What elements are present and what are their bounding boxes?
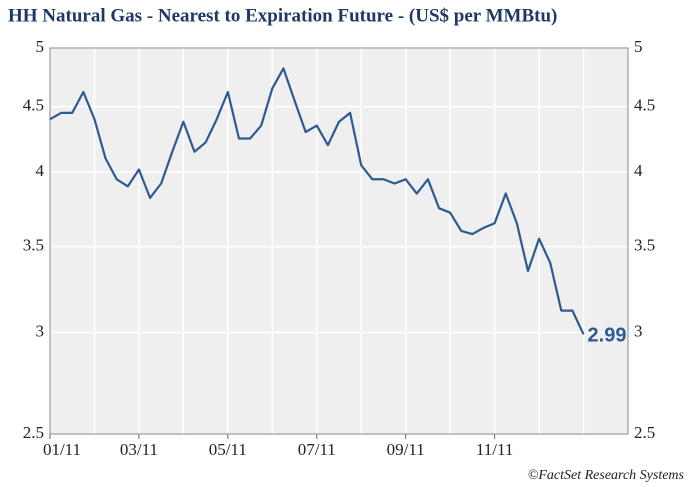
chart-title: HH Natural Gas - Nearest to Expiration F…: [8, 5, 557, 26]
y-tick-label: 4: [36, 161, 45, 180]
x-tick-label: 05/11: [209, 440, 247, 459]
y-tick-label: 4.5: [23, 96, 44, 115]
y2-tick-label: 3.5: [634, 236, 655, 255]
y2-tick-label: 3: [634, 321, 643, 340]
x-tick-label: 11/11: [476, 440, 513, 459]
y-tick-label: 5: [36, 37, 45, 56]
line: [49, 67, 585, 335]
y-tick-label: 2.5: [23, 423, 44, 442]
y-tick-label: 3: [36, 321, 45, 340]
x-tick-label: 07/11: [298, 440, 336, 459]
x-tick-label: 09/11: [387, 440, 425, 459]
plot-border: [49, 47, 629, 435]
last-value-label: 2.99: [588, 325, 627, 347]
y2-tick-label: 4: [634, 161, 643, 180]
source: ©FactSet Research Systems: [528, 468, 685, 483]
x-tick-label: 01/11: [43, 440, 81, 459]
y2-tick-label: 2.5: [634, 423, 655, 442]
x-tick-label: 03/11: [120, 440, 158, 459]
y-tick-label: 3.5: [23, 236, 44, 255]
y2-tick-label: 4.5: [634, 96, 655, 115]
plot-area: [50, 48, 628, 434]
y2-tick-label: 5: [634, 37, 643, 56]
